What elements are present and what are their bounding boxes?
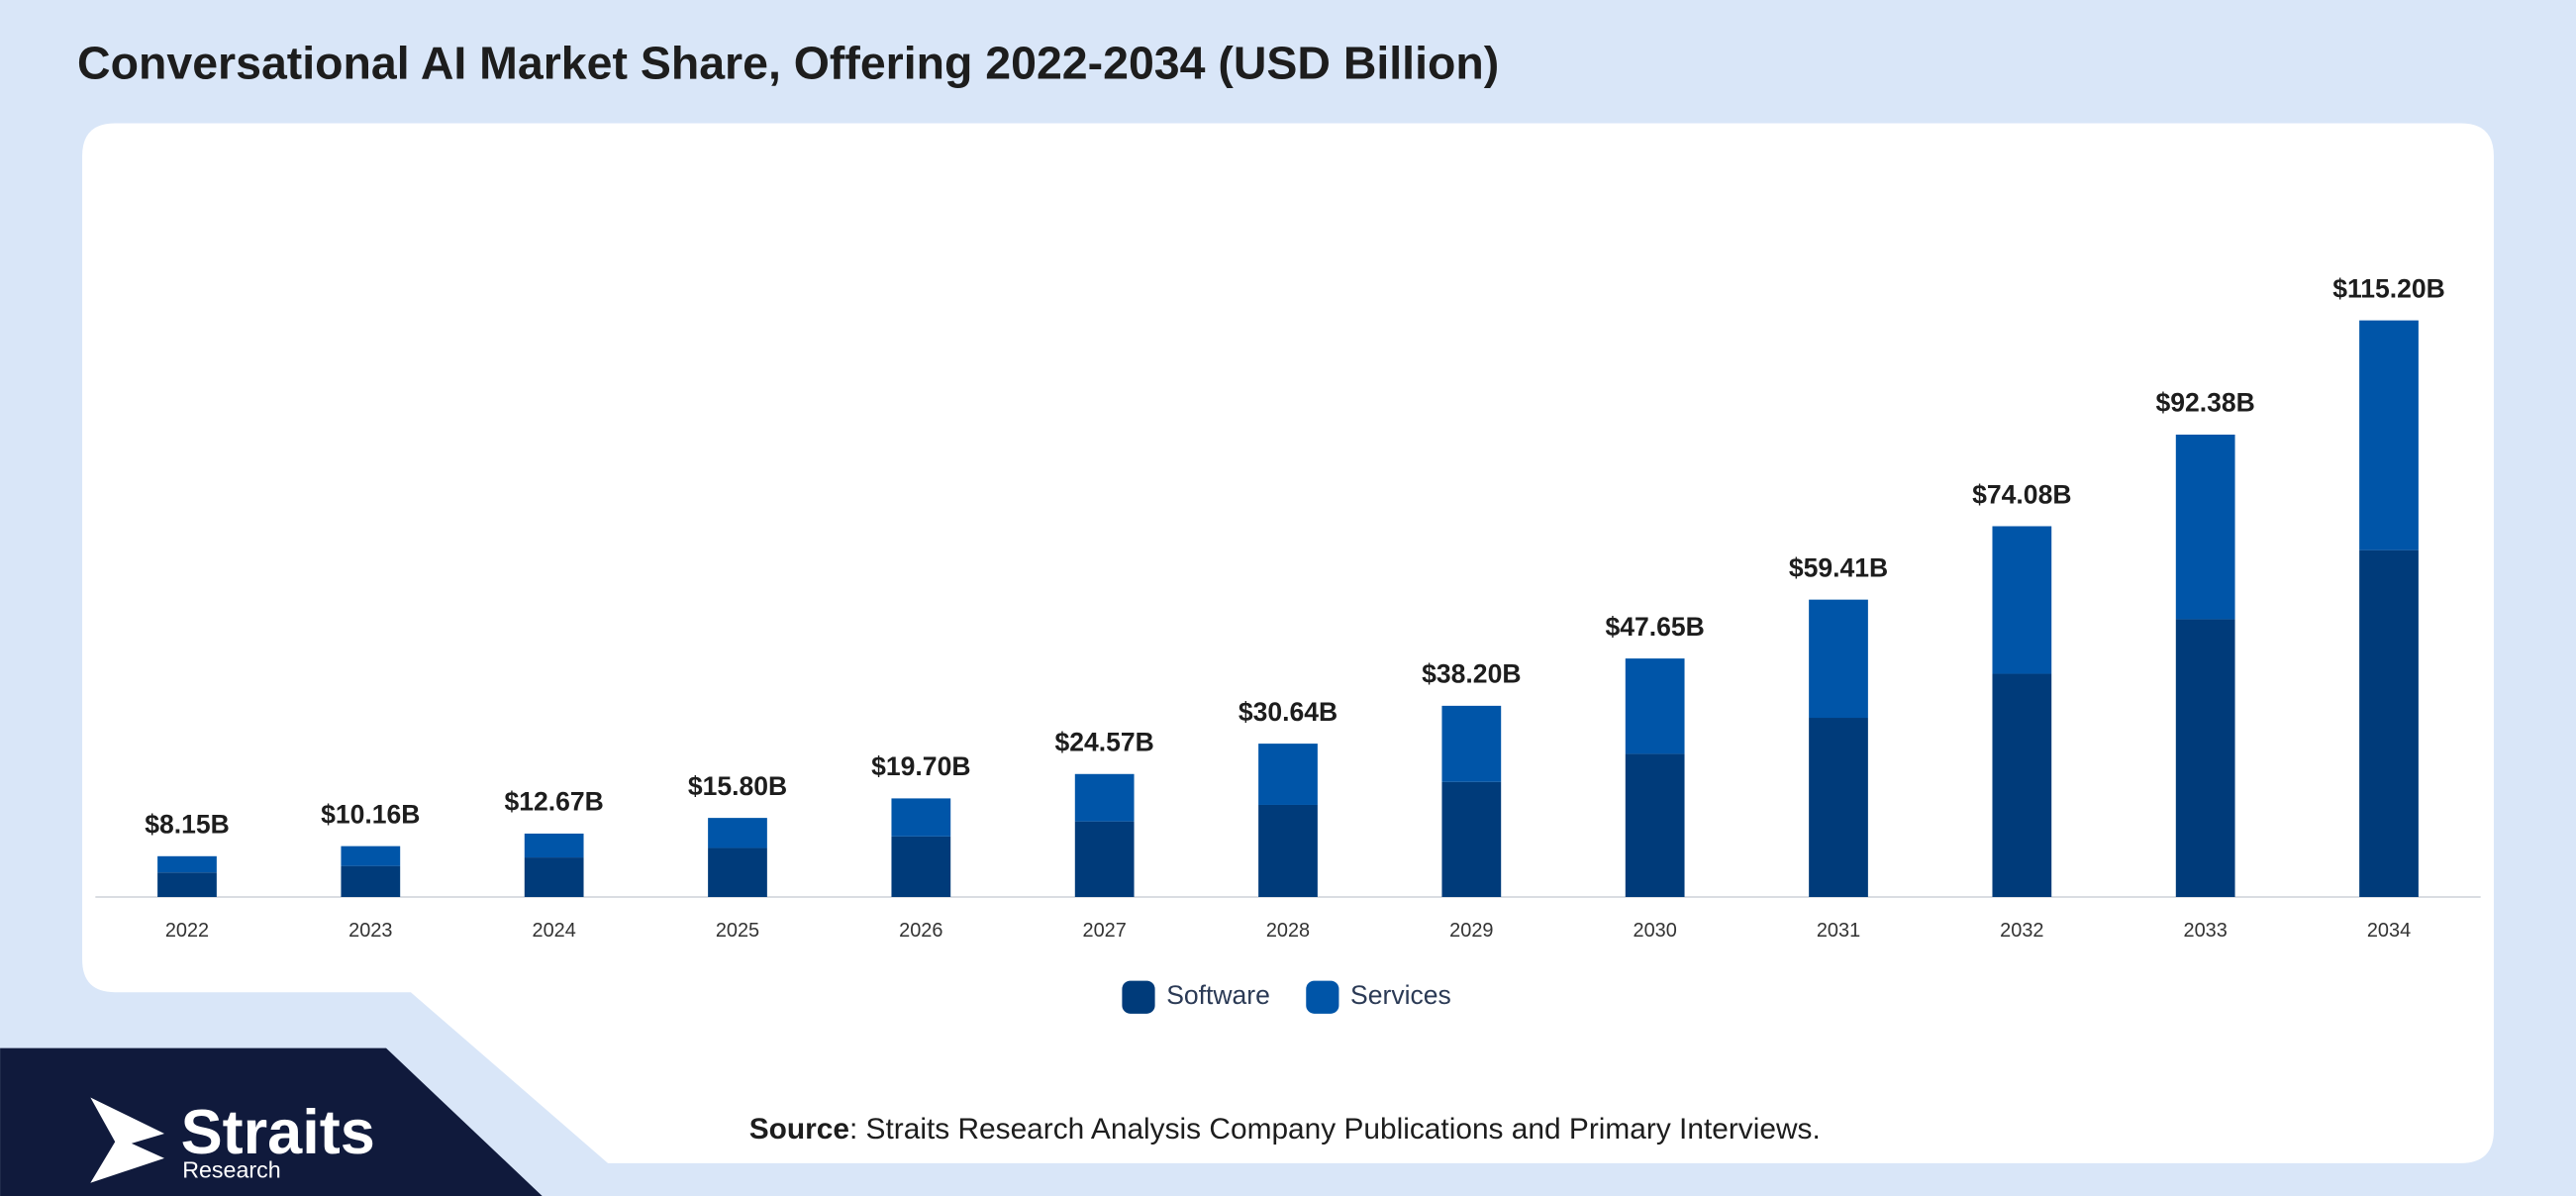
total-label: $12.67B	[505, 787, 604, 817]
card	[82, 123, 2494, 1163]
bar-segment	[1992, 526, 2052, 674]
x-tick-label: 2023	[348, 920, 392, 942]
bar-segment	[2359, 549, 2419, 897]
bar-segment	[1258, 804, 1318, 897]
total-label: $8.15B	[145, 810, 230, 840]
logo-sub: Research	[182, 1157, 280, 1183]
x-tick-label: 2027	[1083, 920, 1127, 942]
x-tick-label: 2033	[2184, 920, 2228, 942]
source-label: Source	[749, 1113, 849, 1146]
bar-segment	[1809, 718, 1868, 897]
source: Source: Straits Research Analysis Compan…	[749, 1113, 1821, 1146]
x-tick-label: 2028	[1266, 920, 1310, 942]
total-label: $15.80B	[688, 771, 787, 801]
total-label: $92.38B	[2156, 388, 2255, 418]
x-tick-label: 2031	[1817, 920, 1860, 942]
legend-label: Services	[1350, 980, 1451, 1010]
bar-segment	[708, 847, 767, 897]
bar-segment	[1441, 705, 1502, 782]
source-text: : Straits Research Analysis Company Publ…	[849, 1113, 1821, 1146]
bar-segment	[2359, 320, 2419, 550]
logo-name: Straits	[181, 1098, 375, 1167]
total-label: $59.41B	[1789, 552, 1888, 582]
bar-segment	[524, 857, 584, 897]
bar-segment	[524, 833, 584, 858]
x-tick-label: 2025	[716, 920, 759, 942]
total-label: $38.20B	[1422, 659, 1521, 689]
bar-segment	[708, 818, 767, 848]
x-tick-label: 2026	[899, 920, 942, 942]
bar-segment	[1258, 744, 1318, 805]
total-label: $74.08B	[1972, 479, 2071, 509]
total-label: $24.57B	[1055, 728, 1154, 757]
bar-segment	[2175, 619, 2235, 897]
total-label: $47.65B	[1606, 612, 1705, 642]
total-label: $115.20B	[2332, 273, 2445, 303]
logo-icon	[90, 1097, 165, 1183]
chart-title: Conversational AI Market Share, Offering…	[77, 38, 1499, 89]
total-label: $30.64B	[1238, 697, 1338, 727]
bar-segment	[1441, 781, 1502, 897]
bar-segment	[1625, 753, 1685, 897]
total-label: $19.70B	[871, 751, 970, 781]
bar-segment	[2175, 434, 2235, 620]
bar-segment	[1074, 773, 1135, 822]
legend-label: Software	[1166, 980, 1270, 1010]
bar-segment	[1992, 673, 2052, 897]
bar-segment	[341, 846, 401, 866]
x-tick-label: 2030	[1634, 920, 1677, 942]
bar-segment	[1625, 658, 1685, 754]
x-tick-label: 2032	[2000, 920, 2043, 942]
bar-segment	[341, 865, 401, 897]
bar-segment	[891, 836, 951, 897]
bar-segment	[157, 872, 217, 897]
x-tick-label: 2029	[1449, 920, 1493, 942]
bar-segment	[157, 855, 217, 873]
legend-swatch	[1306, 980, 1339, 1014]
bar-segment	[1809, 599, 1868, 719]
x-tick-label: 2022	[165, 920, 209, 942]
bar-segment	[891, 798, 951, 837]
x-tick-label: 2034	[2367, 920, 2411, 942]
bar-segment	[1074, 821, 1135, 897]
total-label: $10.16B	[321, 799, 420, 829]
legend-swatch	[1122, 980, 1155, 1014]
x-tick-label: 2024	[533, 920, 576, 942]
